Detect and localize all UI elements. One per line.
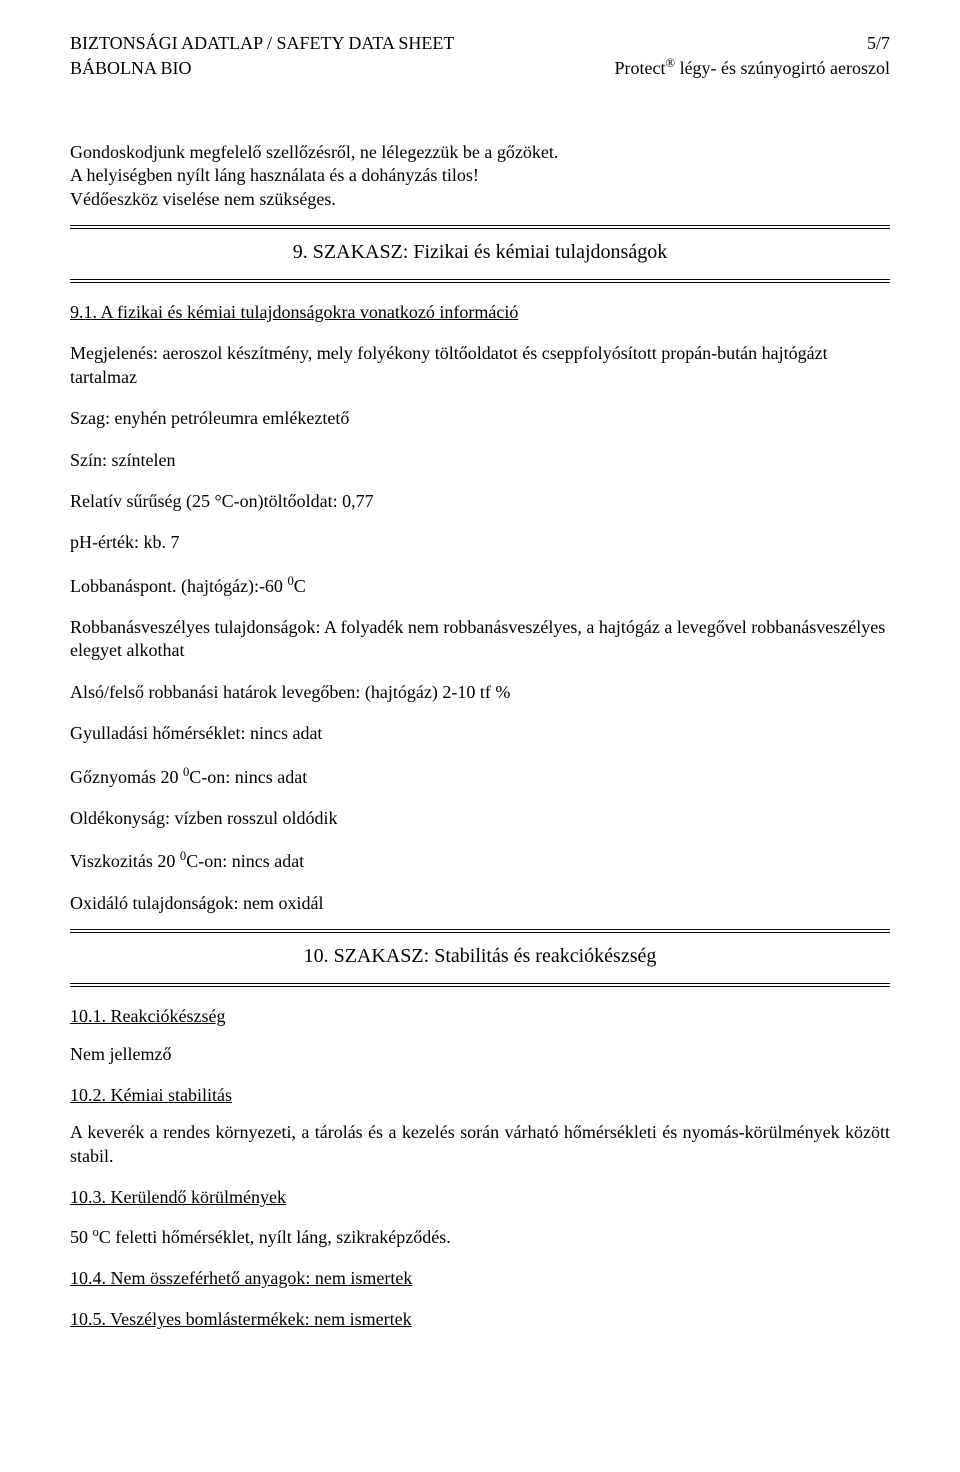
header-line-2: BÁBOLNA BIO Protect® légy- és szúnyogirt… <box>70 55 890 80</box>
intro-line-2: A helyiségben nyílt láng használata és a… <box>70 164 890 187</box>
text-fragment: C-on: nincs adat <box>186 851 304 871</box>
intro-line-1: Gondoskodjunk megfelelő szellőzésről, ne… <box>70 141 890 164</box>
subsection-9-1: 9.1. A fizikai és kémiai tulajdonságokra… <box>70 301 890 324</box>
subsection-10-2-body: A keverék a rendes környezeti, a tárolás… <box>70 1121 890 1168</box>
section-divider <box>70 983 890 987</box>
text-fragment: 50 <box>70 1227 93 1247</box>
intro-block: Gondoskodjunk megfelelő szellőzésről, ne… <box>70 141 890 211</box>
section-divider <box>70 279 890 283</box>
section-10-title: 10. SZAKASZ: Stabilitás és reakciókészsé… <box>70 943 890 969</box>
registered-mark: ® <box>665 56 675 70</box>
prop-ignition-temp: Gyulladási hőmérséklet: nincs adat <box>70 722 890 745</box>
subsection-10-3: 10.3. Kerülendő körülmények <box>70 1186 890 1209</box>
subsection-10-4: 10.4. Nem összeférhető anyagok: nem isme… <box>70 1267 890 1290</box>
text-fragment: Lobbanáspont. (hajtógáz):-60 <box>70 576 287 596</box>
page-number: 5/7 <box>867 32 890 55</box>
prop-viscosity: Viszkozitás 20 0C-on: nincs adat <box>70 848 890 873</box>
prop-ph: pH-érték: kb. 7 <box>70 531 890 554</box>
prop-color: Szín: színtelen <box>70 449 890 472</box>
company-name: BÁBOLNA BIO <box>70 57 192 80</box>
prop-solubility: Oldékonyság: vízben rosszul oldódik <box>70 807 890 830</box>
prop-oxidizing: Oxidáló tulajdonságok: nem oxidál <box>70 892 890 915</box>
product-name-post: légy- és szúnyogirtó aeroszol <box>675 58 890 78</box>
subsection-10-1-body: Nem jellemző <box>70 1043 890 1066</box>
text-fragment: Viszkozitás 20 <box>70 851 180 871</box>
prop-density: Relatív sűrűség (25 °C-on)töltőoldat: 0,… <box>70 490 890 513</box>
section-9-title: 9. SZAKASZ: Fizikai és kémiai tulajdonsá… <box>70 239 890 265</box>
text-fragment: Gőznyomás 20 <box>70 767 183 787</box>
subsection-10-1: 10.1. Reakciókészség <box>70 1005 890 1028</box>
prop-flashpoint: Lobbanáspont. (hajtógáz):-60 0C <box>70 573 890 598</box>
section-divider <box>70 929 890 933</box>
prop-explosion-limits: Alsó/felső robbanási határok levegőben: … <box>70 681 890 704</box>
subsection-10-5: 10.5. Veszélyes bomlástermékek: nem isme… <box>70 1308 890 1331</box>
prop-explosive: Robbanásveszélyes tulajdonságok: A folya… <box>70 616 890 663</box>
intro-line-3: Védőeszköz viselése nem szükséges. <box>70 188 890 211</box>
text-fragment: C <box>294 576 306 596</box>
section-divider <box>70 225 890 229</box>
prop-vapor-pressure: Gőznyomás 20 0C-on: nincs adat <box>70 764 890 789</box>
text-fragment: C-on: nincs adat <box>189 767 307 787</box>
text-fragment: C feletti hőmérséklet, nyílt láng, szikr… <box>99 1227 451 1247</box>
prop-appearance: Megjelenés: aeroszol készítmény, mely fo… <box>70 342 890 389</box>
subsection-10-3-body: 50 oC feletti hőmérséklet, nyílt láng, s… <box>70 1224 890 1249</box>
product-name-pre: Protect <box>614 58 665 78</box>
prop-odor: Szag: enyhén petróleumra emlékeztető <box>70 407 890 430</box>
subsection-10-2: 10.2. Kémiai stabilitás <box>70 1084 890 1107</box>
doc-title: BIZTONSÁGI ADATLAP / SAFETY DATA SHEET <box>70 32 454 55</box>
header-line-1: BIZTONSÁGI ADATLAP / SAFETY DATA SHEET 5… <box>70 32 890 55</box>
product-name: Protect® légy- és szúnyogirtó aeroszol <box>614 55 890 80</box>
